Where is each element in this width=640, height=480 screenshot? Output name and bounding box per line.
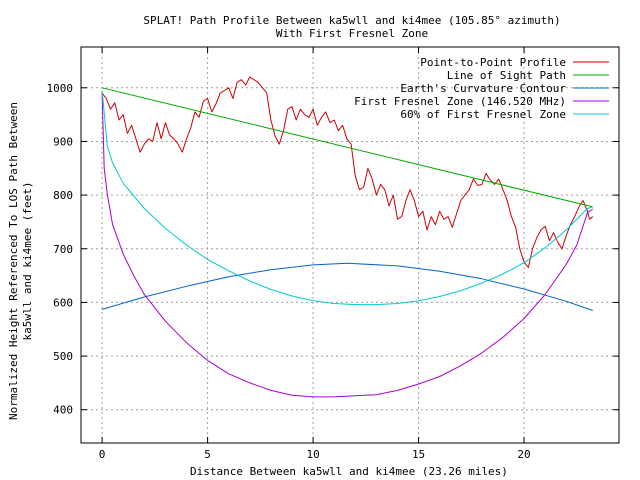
y-tick-label: 1000 [47,82,74,95]
chart-title-line1: SPLAT! Path Profile Between ka5wll and k… [143,14,560,27]
series-line-point-to-point-profile [101,76,594,268]
y-tick-label: 500 [53,350,73,363]
plot-frame [80,46,620,444]
y-axis-label-line2: ka5wll and ki4mee (feet) [21,182,34,341]
y-tick-label: 900 [53,135,73,148]
legend-label-point-to-point-profile: Point-to-Point Profile [420,56,566,69]
legend-label-first-fresnel-zone-146-520-mhz: First Fresnel Zone (146.520 MHz) [354,95,566,108]
axis-ticks: 0 5 10 15 20 400 500 600 700 800 900 1000 [47,47,619,461]
x-tick-label: 15 [412,448,425,461]
y-tick-label: 800 [53,189,73,202]
x-tick-label: 20 [517,448,530,461]
x-tick-label: 10 [306,448,319,461]
legend-label-earth-s-curvature-contour: Earth's Curvature Contour [400,82,566,95]
y-tick-label: 700 [53,243,73,256]
y-tick-label: 600 [53,296,73,309]
legend-label-60-of-first-fresnel-zone: 60% of First Fresnel Zone [400,108,566,121]
y-tick-label: 400 [53,404,73,417]
y-axis-label-line1: Normalized Height Referenced To LOS Path… [7,102,20,420]
series-lines [101,76,594,398]
x-axis-label: Distance Between ka5wll and ki4mee (23.2… [190,465,508,478]
series-line-first-fresnel-zone-146-520-mhz [101,93,594,398]
x-tick-label: 0 [99,448,106,461]
legend-label-line-of-sight-path: Line of Sight Path [447,69,566,82]
chart-title-line2: With First Fresnel Zone [276,27,428,40]
series-line-line-of-sight-path [101,87,593,208]
series-line-earth-s-curvature-contour [101,262,593,311]
x-tick-label: 5 [204,448,211,461]
series-line-60-of-first-fresnel-zone [101,90,593,306]
